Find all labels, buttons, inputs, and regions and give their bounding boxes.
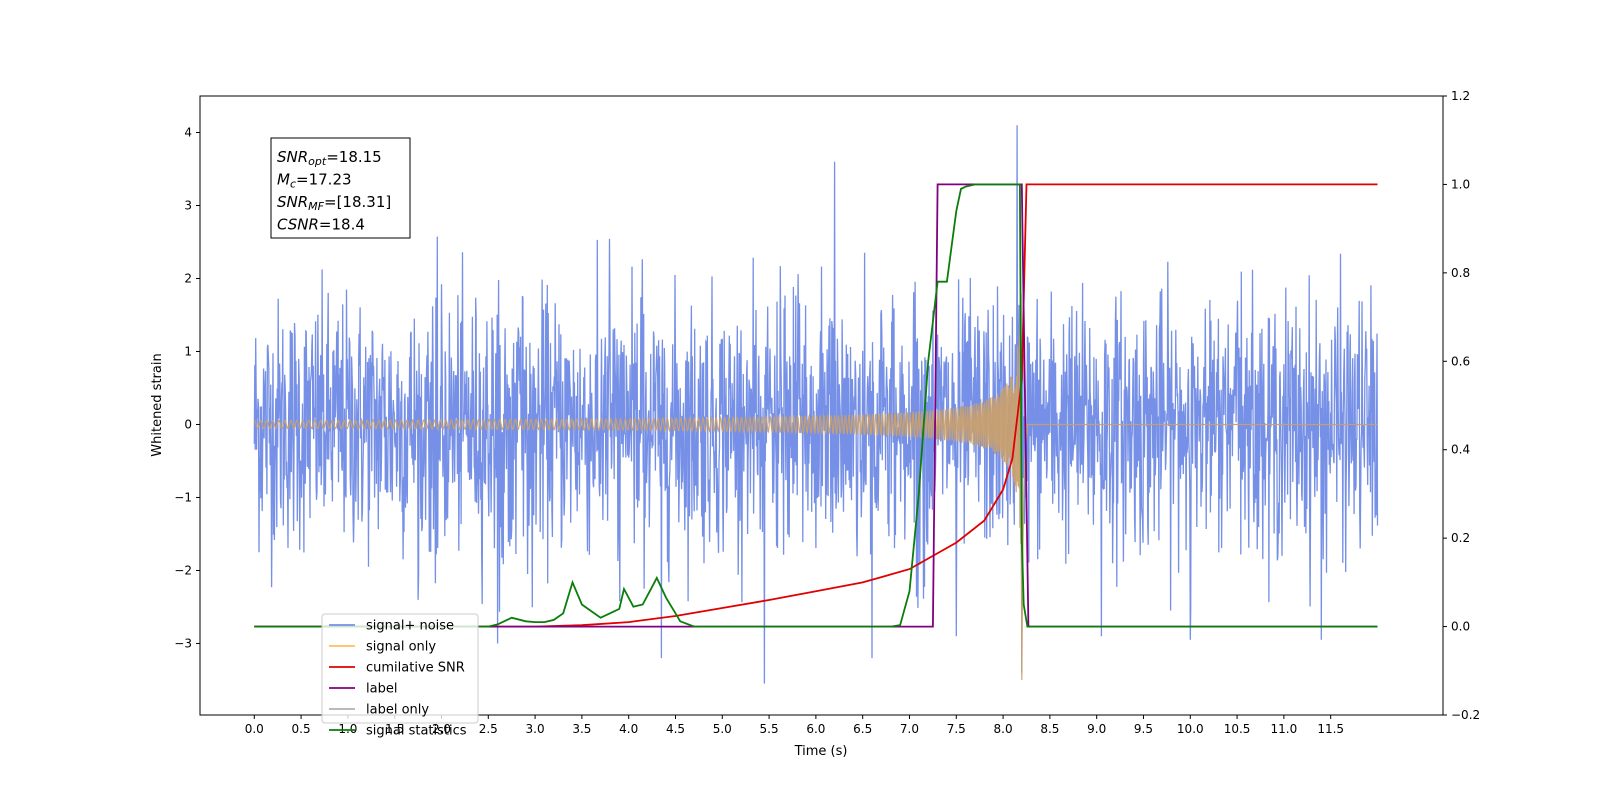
legend-label: cumilative SNR: [366, 661, 465, 676]
x-tick-label: 3.0: [526, 722, 545, 736]
y-right-tick-label: 0.4: [1451, 443, 1470, 457]
y-axis-left: −3 −2 −1 0 1 2 3 4: [174, 125, 200, 650]
y-left-tick-label: 0: [184, 417, 192, 431]
y-axis-label: Whitened strain: [150, 353, 165, 456]
x-tick-label: 10.0: [1177, 722, 1204, 736]
x-tick-label: 11.5: [1317, 722, 1344, 736]
y-right-tick-label: 0.8: [1451, 266, 1470, 280]
x-tick-label: 1.0: [338, 722, 357, 736]
y-left-tick-label: 1: [184, 344, 192, 358]
annotation-line: Mc=17.23: [277, 171, 352, 191]
x-tick-label: 4.0: [619, 722, 638, 736]
annotation-line: SNRopt=18.15: [277, 148, 382, 168]
x-tick-label: 10.5: [1224, 722, 1251, 736]
x-tick-label: 8.0: [994, 722, 1013, 736]
x-tick-label: 5.0: [713, 722, 732, 736]
series-signal-only: [254, 294, 1378, 681]
y-left-tick-label: −1: [174, 490, 192, 504]
series-signal-statistics: [254, 183, 1378, 628]
legend-label: label: [366, 682, 397, 697]
x-tick-label: 8.5: [1040, 722, 1059, 736]
x-tick-label: 6.0: [806, 722, 825, 736]
x-tick-label: 11.0: [1271, 722, 1298, 736]
x-tick-label: 1.5: [385, 722, 404, 736]
plot-frame: [199, 95, 1444, 716]
y-left-tick-label: 2: [184, 271, 192, 285]
y-right-tick-label: 1.2: [1451, 89, 1470, 103]
series-layer: [253, 125, 1379, 684]
x-axis-label: Time (s): [794, 744, 848, 759]
y-left-tick-label: −3: [174, 636, 192, 650]
x-tick-label: 6.5: [853, 722, 872, 736]
x-tick-label: 9.0: [1087, 722, 1106, 736]
y-axis-right: −0.2 0.0 0.2 0.4 0.6 0.8 1.0 1.2: [1443, 89, 1480, 722]
y-left-tick-label: 3: [184, 198, 192, 212]
y-right-tick-label: −0.2: [1451, 708, 1480, 722]
legend-label: signal only: [366, 640, 436, 655]
x-tick-label: 7.5: [947, 722, 966, 736]
legend-label: signal statistics: [366, 724, 467, 739]
legend: signal+ noise signal only cumilative SNR la…: [321, 613, 479, 739]
x-tick-label: 2.0: [432, 722, 451, 736]
x-tick-label: 9.5: [1134, 722, 1153, 736]
series-cumilative-snr: [254, 183, 1378, 628]
annotation-line: CSNR=18.4: [277, 216, 365, 234]
x-tick-label: 5.5: [760, 722, 779, 736]
series-signal-noise: [253, 125, 1379, 684]
y-right-tick-label: 1.0: [1451, 177, 1470, 191]
x-tick-label: 2.5: [479, 722, 498, 736]
x-tick-label: 0.5: [292, 722, 311, 736]
plot-area: [199, 95, 1444, 716]
annotation-line: SNRMF=[18.31]: [277, 193, 391, 213]
y-right-tick-label: 0.2: [1451, 531, 1470, 545]
y-left-tick-label: 4: [184, 125, 192, 139]
legend-label: signal+ noise: [366, 619, 454, 634]
x-tick-label: 4.5: [666, 722, 685, 736]
x-axis: 0.0 0.5 1.0 1.5 2.0 2.5 3.0 3.5 4.0 4.5 5.0 5.5 6.0 6…: [245, 715, 1344, 736]
x-tick-label: 3.5: [572, 722, 591, 736]
legend-label: label only: [366, 703, 429, 718]
x-tick-label: 0.0: [245, 722, 264, 736]
y-right-tick-label: 0.0: [1451, 620, 1470, 634]
y-left-tick-label: −2: [174, 563, 192, 577]
y-right-tick-label: 0.6: [1451, 354, 1470, 368]
x-tick-label: 7.0: [900, 722, 919, 736]
